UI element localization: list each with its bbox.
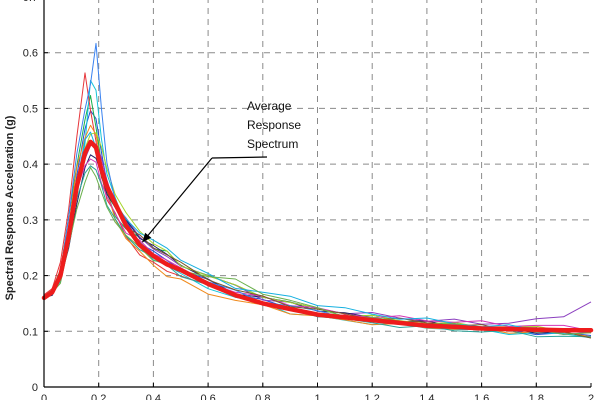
y-axis-title: Spectral Response Acceleration (g) [4,115,16,300]
gridlines [44,0,591,387]
x-tick-label: 0.8 [255,393,270,400]
y-tick-label: 0.6 [23,48,38,60]
x-tick-label: 0.4 [146,393,161,400]
x-tick-label: 1 [314,393,320,400]
spectrum-series-6 [43,124,592,338]
y-tick-label: 0 [32,382,38,394]
y-tick-label: 0.2 [23,271,38,283]
annotation-leader-arrow [141,157,213,243]
x-tick-label: 1.8 [529,393,544,400]
x-tick-label: 2 [588,393,594,400]
y-tick-label: 0.3 [23,215,38,227]
x-tick-label: 1.4 [419,393,434,400]
y-tick-label: 0.7 [23,0,38,4]
x-tick-label: 0 [41,393,47,400]
x-tick-label: 0.2 [91,393,106,400]
y-tick-labels: 0 0.1 0.2 0.3 0.4 0.5 0.6 0.7 [23,0,48,394]
annotation-leader-horizontal [211,156,268,159]
annotation-line-3: Spectrum [247,137,298,151]
x-tick-label: 1.6 [474,393,489,400]
average-spectrum-group [41,139,594,333]
annotation-line-1: Average [247,99,292,113]
annotation-line-2: Response [247,118,301,132]
average-spectrum-annotation: Average Response Spectrum [141,99,301,243]
spectrum-series-10 [43,165,592,338]
x-tick-labels: 0 0.2 0.4 0.6 0.8 1 1.2 1.4 1.6 1.8 2 [41,383,594,400]
x-tick-label: 1.2 [365,393,380,400]
average-response-spectrum-line [41,139,594,333]
y-tick-label: 0.1 [23,326,38,338]
y-tick-label: 0.5 [23,103,38,115]
annotation-arrowhead [142,232,152,243]
x-tick-label: 0.6 [200,393,215,400]
y-tick-label: 0.4 [23,159,38,171]
